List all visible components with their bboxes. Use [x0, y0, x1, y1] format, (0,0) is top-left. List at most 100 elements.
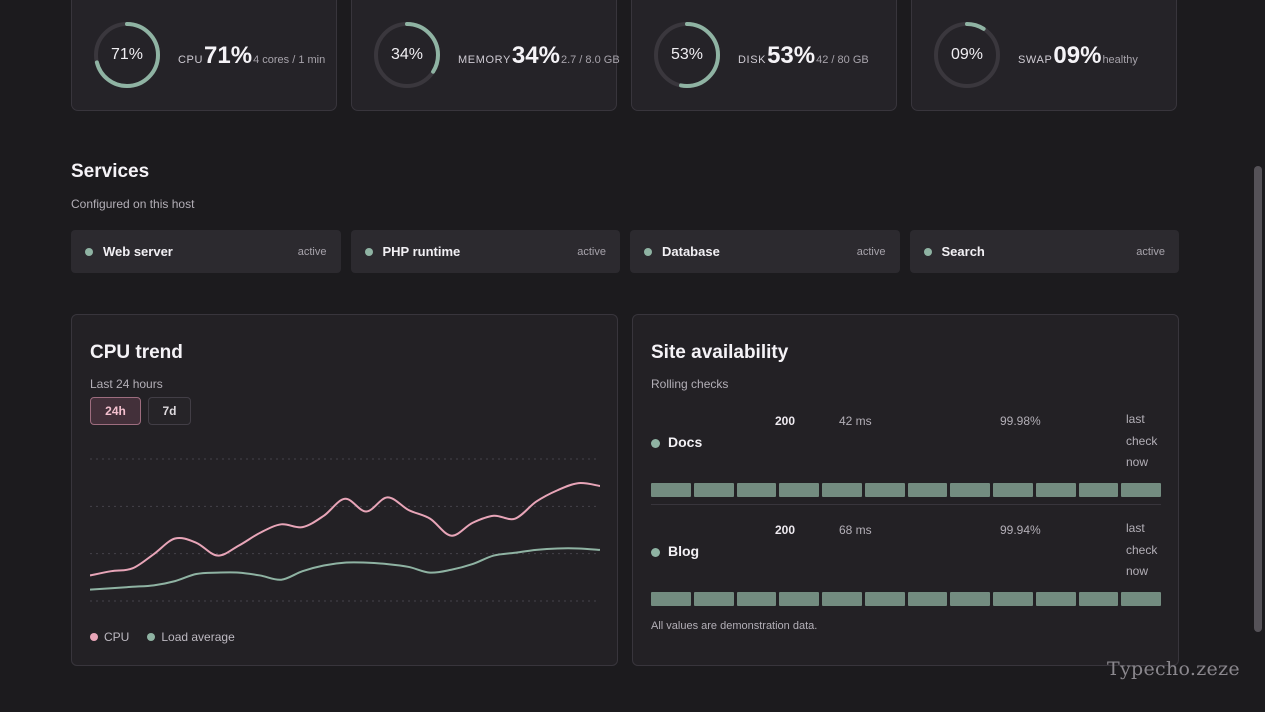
services-list: Web server active PHP runtime active Dat…	[71, 230, 1179, 273]
site-latency: 42 ms	[839, 414, 872, 428]
memory-value: 34%	[511, 42, 560, 69]
uptime-bar	[736, 592, 777, 606]
cpu-ring-text: 71%	[110, 46, 144, 63]
service-search[interactable]: Search active	[909, 230, 1179, 273]
site-availability-title: Site availability	[651, 342, 789, 363]
swap-ring-gauge	[934, 22, 1000, 88]
watermark: Typecho.zeze	[1107, 658, 1240, 680]
site-status-code: 200	[775, 523, 796, 537]
uptime-bar	[779, 483, 819, 497]
service-name: Database	[662, 244, 720, 259]
uptime-bar	[950, 483, 990, 497]
service-status: active	[297, 245, 327, 258]
swap-detail: healthy	[1102, 54, 1138, 66]
uptime-bar	[1035, 592, 1076, 606]
uptime-bar	[864, 483, 905, 497]
cpu-trend-title: CPU trend	[90, 342, 183, 363]
site-uptime: 99.94%	[1000, 523, 1041, 537]
status-dot-icon	[923, 247, 932, 256]
status-dot-icon	[651, 439, 660, 448]
load-average-series-line	[90, 547, 600, 591]
legend-label-cpu: CPU	[104, 630, 130, 644]
site-name: Docs	[668, 434, 703, 450]
legend-dot-icon	[90, 633, 98, 641]
service-web-server[interactable]: Web server active	[71, 230, 341, 273]
uptime-bar	[736, 483, 777, 497]
site-row-blog[interactable]: Blog 200 68 ms 99.94% last check now	[651, 521, 1161, 623]
service-status: active	[577, 245, 606, 258]
legend-dot-icon	[147, 633, 156, 641]
site-last-check: last check now	[1126, 412, 1158, 469]
site-latency: 68 ms	[839, 523, 872, 537]
disk-value: 53%	[767, 42, 816, 69]
uptime-bar	[693, 592, 734, 606]
cpu-value: 71%	[204, 42, 253, 69]
status-dot-icon	[364, 247, 373, 256]
site-uptime: 99.98%	[1000, 414, 1041, 428]
service-database[interactable]: Database active	[630, 230, 900, 273]
uptime-bars	[651, 483, 1161, 497]
cpu-trend-chart	[90, 458, 600, 602]
uptime-bar	[907, 483, 948, 497]
cpu-trend-subtitle: Last 24 hours	[90, 377, 163, 391]
uptime-bar	[822, 592, 862, 606]
uptime-bar	[1121, 592, 1161, 606]
service-status: active	[856, 245, 886, 258]
site-row-docs[interactable]: Docs 200 42 ms 99.98% last check now	[651, 412, 1161, 514]
row-divider	[651, 504, 1161, 505]
status-dot-icon	[644, 247, 652, 256]
uptime-bar	[822, 483, 862, 497]
legend-item-load-average[interactable]: Load average	[147, 630, 235, 644]
uptime-bar	[993, 592, 1033, 606]
services-subtitle: Configured on this host	[71, 197, 195, 211]
memory-ring-text: 34%	[390, 46, 424, 63]
site-availability-panel: Site availability Rolling checks Docs 20…	[632, 314, 1179, 666]
uptime-bar	[950, 592, 990, 606]
cpu-trend-panel: CPU trend Last 24 hours 24h 7d CPU Load …	[71, 314, 618, 666]
scrollbar-track[interactable]	[1251, 0, 1265, 712]
cpu-label: CPU	[178, 54, 204, 66]
uptime-bar	[993, 483, 1033, 497]
disk-detail: 42 / 80 GB	[816, 54, 869, 66]
cpu-ring-gauge	[94, 22, 160, 88]
legend-item-cpu[interactable]: CPU	[90, 630, 129, 644]
service-php-runtime[interactable]: PHP runtime active	[350, 230, 620, 273]
disk-ring-gauge	[654, 22, 720, 88]
scrollbar-thumb[interactable]	[1254, 166, 1262, 632]
cpu-series-line	[90, 482, 600, 577]
service-name: Web server	[103, 244, 173, 259]
uptime-bar	[651, 483, 691, 497]
service-status: active	[1136, 245, 1165, 258]
range-7d-button[interactable]: 7d	[148, 397, 191, 425]
memory-ring-gauge	[374, 22, 440, 88]
disk-ring-text: 53%	[670, 46, 704, 63]
swap-value: 09%	[1053, 42, 1102, 69]
metrics-row: 71% CPU 71% 4 cores / 1 min 34% MEMORY 3…	[71, 0, 1179, 112]
uptime-bar	[651, 592, 691, 606]
uptime-bar	[907, 592, 948, 606]
demo-data-note: All values are demonstration data.	[651, 620, 818, 632]
site-last-check: last check now	[1126, 521, 1158, 578]
disk-label: DISK	[738, 54, 767, 66]
metric-card-disk: 53% DISK 53% 42 / 80 GB	[631, 0, 897, 111]
range-24h-button[interactable]: 24h	[90, 397, 141, 425]
uptime-bar	[693, 483, 734, 497]
service-name: Search	[941, 244, 985, 259]
swap-label: SWAP	[1018, 54, 1053, 66]
uptime-bar	[1078, 592, 1119, 606]
metric-card-memory: 34% MEMORY 34% 2.7 / 8.0 GB	[351, 0, 620, 111]
metric-card-swap: 09% SWAP 09% healthy	[911, 0, 1177, 111]
swap-ring-text: 09%	[950, 46, 984, 63]
metric-card-cpu: 71% CPU 71% 4 cores / 1 min	[71, 0, 337, 111]
uptime-bar	[1121, 483, 1161, 497]
uptime-bar	[864, 592, 905, 606]
legend-label-load-average: Load average	[161, 630, 235, 644]
cpu-detail: 4 cores / 1 min	[253, 54, 326, 66]
chart-legend: CPU Load average	[90, 630, 235, 644]
status-dot-icon	[85, 247, 93, 256]
services-title: Services	[71, 161, 150, 182]
uptime-bar	[1078, 483, 1119, 497]
site-status-code: 200	[775, 414, 796, 428]
uptime-bar	[779, 592, 819, 606]
site-availability-subtitle: Rolling checks	[651, 377, 729, 391]
